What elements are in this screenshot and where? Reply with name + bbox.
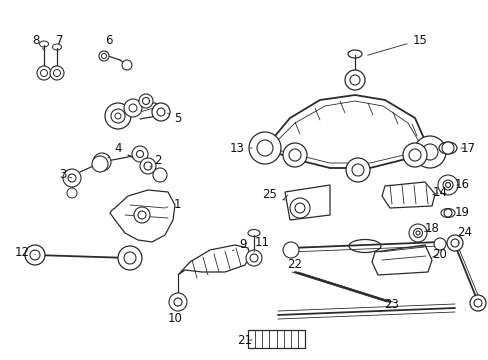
Circle shape (92, 156, 108, 172)
Circle shape (63, 169, 81, 187)
Text: 15: 15 (367, 33, 427, 55)
Circle shape (446, 235, 462, 251)
Circle shape (105, 103, 131, 129)
Text: 16: 16 (453, 179, 468, 192)
Circle shape (157, 108, 164, 116)
Circle shape (142, 98, 149, 104)
Circle shape (67, 188, 77, 198)
Circle shape (152, 103, 170, 121)
Polygon shape (285, 185, 329, 220)
Circle shape (122, 60, 132, 70)
Circle shape (41, 69, 47, 77)
Circle shape (441, 142, 453, 154)
Circle shape (98, 158, 106, 166)
Polygon shape (178, 245, 249, 275)
Text: 2: 2 (150, 153, 162, 167)
Text: 14: 14 (431, 185, 447, 198)
Circle shape (433, 238, 445, 250)
Text: 6: 6 (105, 33, 113, 52)
Circle shape (248, 132, 281, 164)
Circle shape (25, 245, 45, 265)
Circle shape (111, 109, 125, 123)
Circle shape (68, 174, 76, 182)
Circle shape (99, 51, 109, 61)
Circle shape (289, 198, 309, 218)
Circle shape (174, 298, 182, 306)
Circle shape (346, 158, 369, 182)
Text: 19: 19 (453, 207, 468, 220)
Circle shape (283, 242, 298, 258)
Circle shape (136, 150, 143, 158)
Text: 4: 4 (108, 141, 122, 158)
Circle shape (50, 66, 64, 80)
Text: 5: 5 (167, 112, 182, 125)
Text: 23: 23 (379, 298, 399, 312)
Text: 18: 18 (424, 221, 439, 234)
Text: 13: 13 (229, 141, 252, 154)
Circle shape (469, 295, 485, 311)
Circle shape (138, 211, 146, 219)
Circle shape (249, 254, 258, 262)
Circle shape (294, 203, 305, 213)
Circle shape (102, 54, 106, 58)
Circle shape (408, 149, 420, 161)
Circle shape (143, 162, 152, 170)
Polygon shape (371, 245, 431, 275)
Text: 17: 17 (460, 141, 474, 154)
Circle shape (129, 104, 137, 112)
Circle shape (349, 75, 359, 85)
Circle shape (124, 99, 142, 117)
Circle shape (283, 143, 306, 167)
Circle shape (402, 143, 426, 167)
Circle shape (124, 252, 136, 264)
Text: 20: 20 (432, 248, 447, 261)
Circle shape (140, 158, 156, 174)
Text: 8: 8 (32, 33, 44, 50)
Text: 24: 24 (457, 225, 471, 243)
Text: 12: 12 (15, 246, 35, 258)
Circle shape (345, 70, 364, 90)
Circle shape (245, 250, 262, 266)
Text: 22: 22 (287, 258, 307, 276)
Circle shape (153, 168, 167, 182)
Text: 21: 21 (237, 333, 252, 346)
Circle shape (413, 229, 422, 238)
Circle shape (408, 224, 426, 242)
Circle shape (442, 180, 452, 190)
Polygon shape (110, 190, 175, 242)
Circle shape (351, 164, 363, 176)
Circle shape (257, 140, 272, 156)
Text: 1: 1 (165, 198, 181, 211)
Text: 25: 25 (262, 189, 285, 202)
Circle shape (437, 175, 457, 195)
Circle shape (37, 66, 51, 80)
Circle shape (445, 183, 449, 188)
Circle shape (115, 113, 121, 119)
Circle shape (53, 69, 61, 77)
Circle shape (30, 250, 40, 260)
Circle shape (288, 149, 301, 161)
Circle shape (421, 144, 437, 160)
Circle shape (413, 136, 445, 168)
Polygon shape (381, 182, 434, 208)
Text: 7: 7 (56, 33, 63, 50)
Text: 10: 10 (167, 306, 182, 324)
Text: 11: 11 (253, 235, 269, 252)
Text: 3: 3 (59, 168, 72, 181)
Circle shape (415, 231, 419, 235)
Circle shape (450, 239, 458, 247)
Circle shape (443, 209, 451, 217)
Circle shape (93, 153, 111, 171)
Circle shape (118, 246, 142, 270)
Circle shape (134, 207, 150, 223)
Polygon shape (247, 330, 305, 348)
Circle shape (169, 293, 186, 311)
Text: 9: 9 (232, 238, 246, 252)
Circle shape (139, 94, 153, 108)
Circle shape (473, 299, 481, 307)
Circle shape (132, 146, 148, 162)
